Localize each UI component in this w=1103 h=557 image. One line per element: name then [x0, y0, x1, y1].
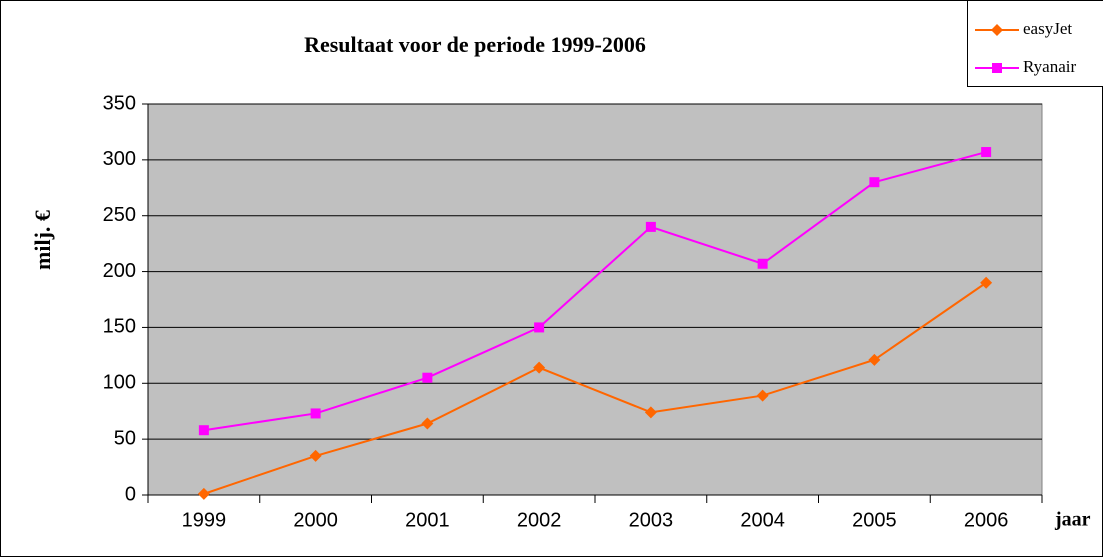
x-tick-label: 2002 [517, 509, 562, 531]
series-line [203, 151, 987, 432]
x-tick-label: 2004 [740, 509, 785, 531]
x-axis-label: jaar [1054, 509, 1091, 531]
legend-label: easyJet [1023, 19, 1072, 38]
marker [198, 425, 209, 436]
y-tick-label: 300 [103, 148, 136, 170]
marker [869, 177, 880, 188]
marker [980, 276, 993, 289]
plot-area [147, 103, 1043, 496]
marker [534, 322, 545, 333]
marker [421, 417, 434, 430]
marker [992, 63, 1002, 73]
x-tick-label: 2000 [293, 509, 338, 531]
x-tick-label: 2005 [852, 509, 897, 531]
marker [309, 449, 322, 462]
marker [644, 406, 657, 419]
marker [533, 361, 546, 374]
legend-label: Ryanair [1023, 57, 1076, 76]
series-line [203, 281, 987, 495]
y-tick-label: 200 [103, 260, 136, 282]
marker [991, 24, 1003, 36]
y-tick-label: 250 [103, 204, 136, 226]
marker [645, 221, 656, 232]
y-tick-label: 150 [103, 316, 136, 338]
x-tick-label: 1999 [182, 509, 227, 531]
marker [422, 372, 433, 383]
x-tick-label: 2006 [964, 509, 1009, 531]
y-axis-label: milj. € [30, 210, 55, 270]
legend: easyJet Ryanair [967, 0, 1103, 87]
y-tick-label: 0 [125, 483, 136, 505]
x-tick-label: 2003 [629, 509, 674, 531]
y-tick-label: 100 [103, 372, 136, 394]
chart-title: Resultaat voor de periode 1999-2006 [304, 32, 646, 57]
marker [868, 353, 881, 366]
marker [197, 487, 210, 500]
marker [756, 389, 769, 402]
x-tick-label: 2001 [405, 509, 450, 531]
legend-box [967, 0, 1103, 87]
marker [310, 408, 321, 419]
marker [757, 258, 768, 269]
y-tick-label: 50 [114, 427, 136, 449]
marker [981, 147, 992, 158]
y-tick-label: 350 [103, 92, 136, 114]
